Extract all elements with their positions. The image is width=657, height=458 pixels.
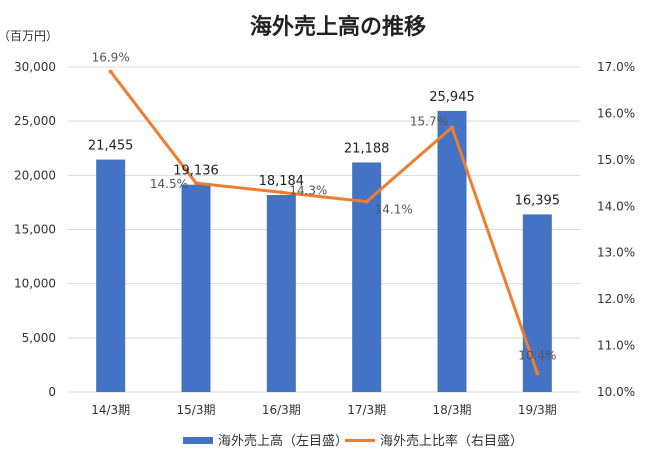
y-right-tick-label: 11.0% xyxy=(597,339,635,353)
bar-value-label: 21,455 xyxy=(88,139,134,154)
bar-value-label: 19,136 xyxy=(173,164,219,179)
line-point xyxy=(364,199,369,204)
line-value-label: 14.5% xyxy=(150,177,188,191)
y-right-tick-label: 17.0% xyxy=(597,60,635,74)
y-left-tick-label: 20,000 xyxy=(14,168,56,182)
y-left-tick-label: 5,000 xyxy=(22,331,56,345)
y-right-tick-label: 13.0% xyxy=(597,246,635,260)
y-left-tick-label: 30,000 xyxy=(14,60,56,74)
line-point xyxy=(108,69,113,74)
y-right-axis: 10.0% 11.0% 12.0% 13.0% 14.0% 15.0% 16.0% 17.0% xyxy=(597,60,635,399)
x-tick-label: 19/3期 xyxy=(518,403,557,417)
y-right-tick-label: 14.0% xyxy=(597,199,635,213)
gridlines xyxy=(68,66,580,393)
y-left-tick-label: 25,000 xyxy=(14,114,56,128)
line-series xyxy=(108,69,540,376)
line-point xyxy=(279,190,284,195)
bar-value-label: 18,184 xyxy=(259,174,305,189)
line-point xyxy=(450,125,454,130)
bar-value-label: 25,945 xyxy=(429,90,475,105)
bar xyxy=(352,162,382,392)
x-tick-label: 17/3期 xyxy=(347,403,386,417)
legend-swatch-bar xyxy=(183,437,213,444)
y-left-tick-label: 15,000 xyxy=(14,223,56,237)
x-tick-label: 15/3期 xyxy=(177,403,216,417)
bar-value-label: 16,395 xyxy=(515,193,561,208)
line-value-label: 10.4% xyxy=(518,348,556,362)
chart-title: 海外売上高の推移 xyxy=(250,14,426,40)
legend-label-bar: 海外売上高（左目盛） xyxy=(218,433,348,449)
x-axis: 14/3期 15/3期 16/3期 17/3期 18/3期 19/3期 xyxy=(91,403,557,417)
legend: 海外売上高（左目盛） 海外売上比率（右目盛） xyxy=(183,433,523,449)
bar xyxy=(266,195,296,392)
line-value-label: 14.3% xyxy=(289,183,327,197)
legend-label-line: 海外売上比率（右目盛） xyxy=(380,433,523,449)
y-right-tick-label: 16.0% xyxy=(597,106,635,120)
line-path xyxy=(109,70,539,374)
y-right-tick-label: 15.0% xyxy=(597,153,635,167)
bar-series xyxy=(96,110,552,392)
y-right-tick-label: 12.0% xyxy=(597,292,635,306)
x-tick-label: 18/3期 xyxy=(433,403,472,417)
y-right-tick-label: 10.0% xyxy=(597,385,635,399)
y-left-tick-label: 0 xyxy=(48,385,56,399)
y-left-axis: 0 5,000 10,000 15,000 20,000 25,000 30,000 xyxy=(14,60,56,399)
bar-data-labels: 21,455 19,136 18,184 21,188 25,945 16,395 xyxy=(88,90,560,208)
x-tick-label: 16/3期 xyxy=(262,403,301,417)
line-value-label: 15.7% xyxy=(410,114,448,128)
line-value-label: 16.9% xyxy=(92,51,130,65)
x-tick-label: 14/3期 xyxy=(91,403,130,417)
bar xyxy=(96,159,126,392)
y-left-tick-label: 10,000 xyxy=(14,277,56,291)
line-point xyxy=(194,181,198,186)
y-left-unit-label: （百万円） xyxy=(0,29,58,43)
line-data-labels: 16.9% 14.5% 14.3% 14.1% 15.7% 10.4% xyxy=(92,51,557,363)
bar xyxy=(181,184,211,392)
bar-value-label: 21,188 xyxy=(344,141,390,156)
bar xyxy=(522,214,552,392)
line-value-label: 14.1% xyxy=(375,203,413,217)
line-point xyxy=(535,371,540,376)
